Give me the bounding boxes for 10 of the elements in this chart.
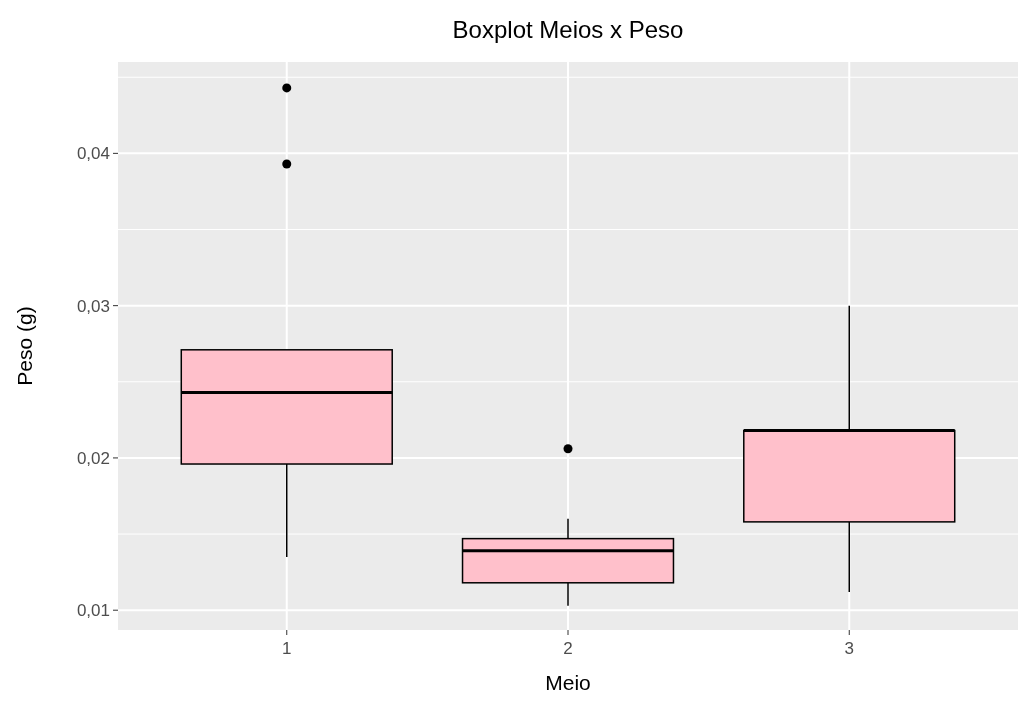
x-axis-title: Meio	[545, 671, 591, 694]
y-tick-label: 0,04	[76, 144, 110, 164]
x-tick-label: 1	[282, 639, 292, 658]
y-tick-label: 0,01	[76, 601, 110, 621]
y-tick-label: 0,02	[76, 448, 110, 468]
chart-title: Boxplot Meios x Peso	[452, 16, 684, 43]
y-axis-title: Peso (g)	[13, 306, 36, 386]
x-tick-label: 3	[844, 639, 854, 658]
x-tick-label: 2	[563, 639, 573, 658]
y-tick-label: 0,03	[76, 296, 110, 316]
